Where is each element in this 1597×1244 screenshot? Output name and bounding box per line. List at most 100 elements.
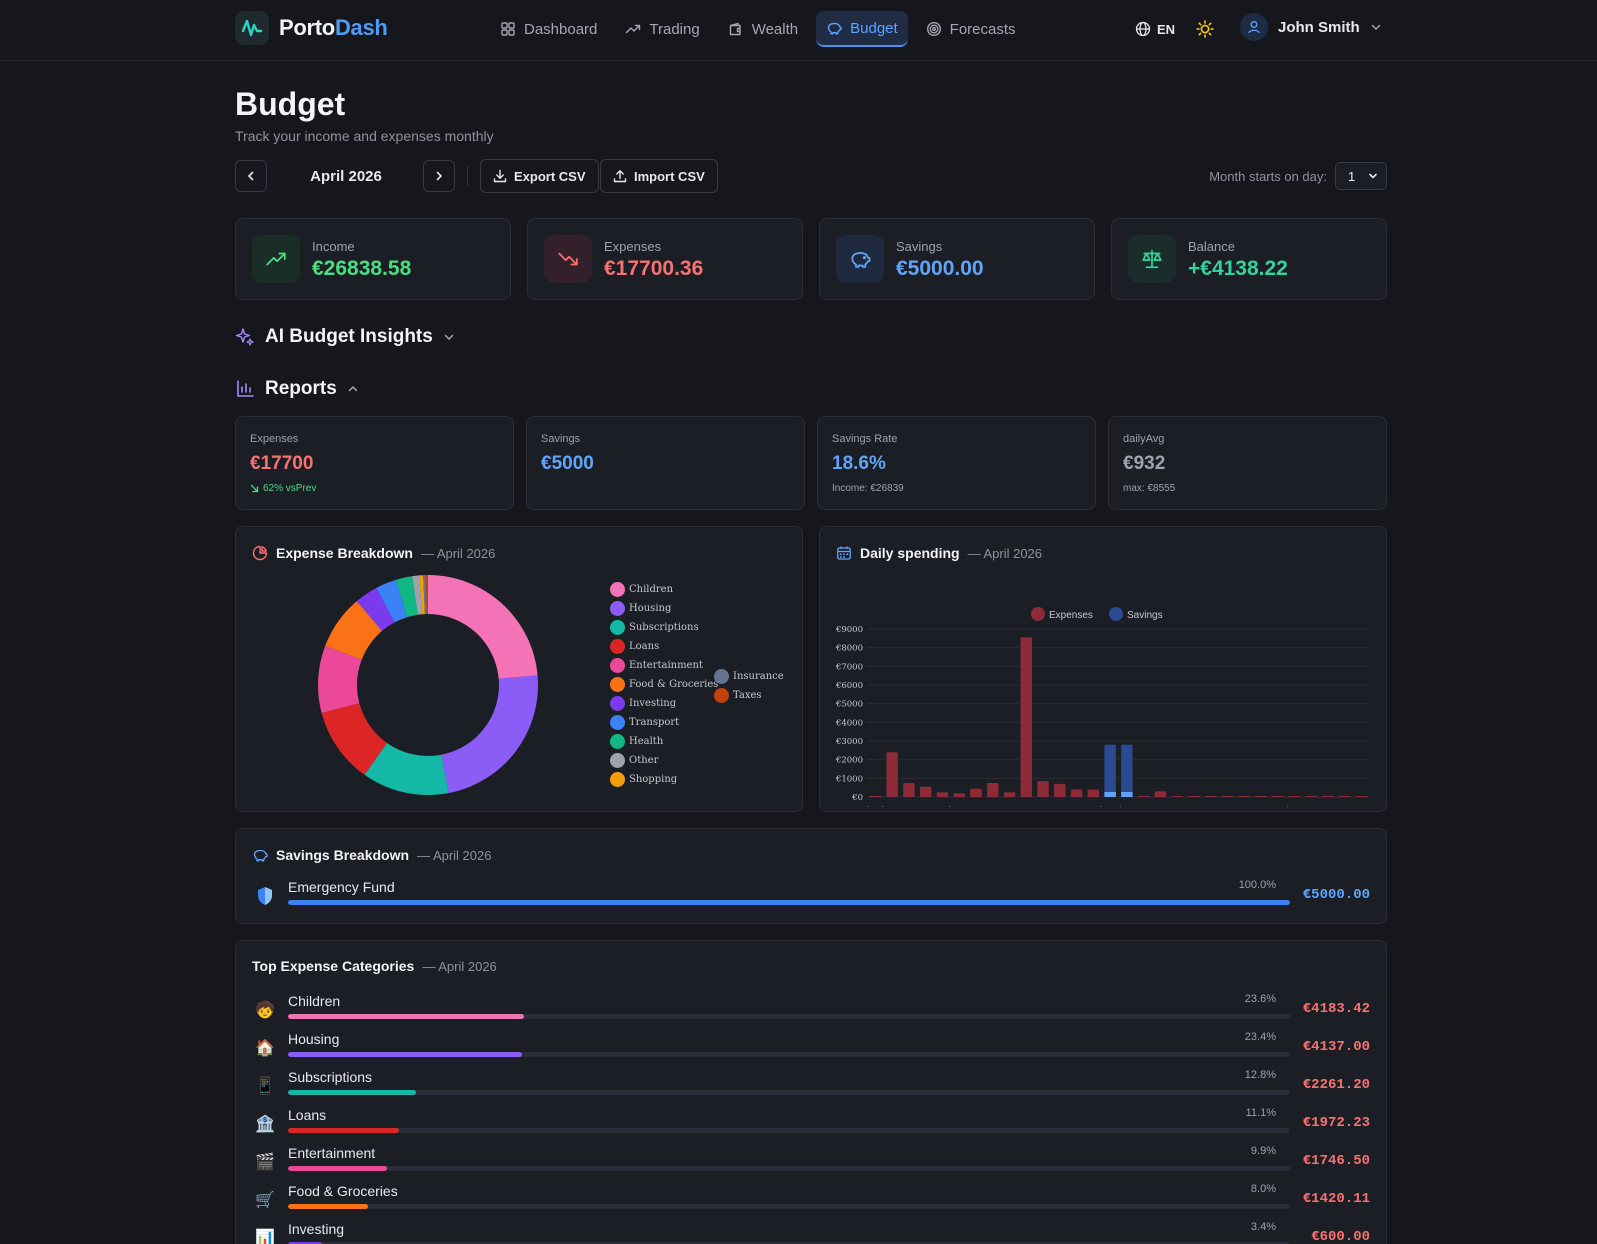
legend-item-entertainment[interactable]: Entertainment <box>610 658 703 673</box>
legend-item-health[interactable]: Health <box>610 734 663 749</box>
nav-dashboard[interactable]: Dashboard <box>490 11 607 47</box>
donut-slice-insurance[interactable] <box>423 575 427 615</box>
donut-slice-health[interactable] <box>395 576 418 618</box>
expense-bar[interactable] <box>970 788 982 797</box>
daily-spending-bar-chart: €0 €1000 €2000 €3000 €4000 €5000 €6000 €7000 €80… <box>835 607 1370 807</box>
expense-bar[interactable] <box>1221 796 1234 797</box>
expense-bar[interactable] <box>1037 781 1049 797</box>
category-amount: €4137.00 <box>1302 1039 1370 1055</box>
donut-slice-transport[interactable] <box>376 579 408 623</box>
bar-legend-savings[interactable]: Savings <box>1109 607 1163 621</box>
legend-swatch <box>714 688 729 703</box>
expense-bar[interactable] <box>1355 796 1368 797</box>
ai-insights-title: AI Budget Insights <box>265 326 433 347</box>
expense-bar[interactable] <box>1054 783 1066 797</box>
expense-bar[interactable] <box>919 786 932 797</box>
donut-slice-subscriptions[interactable] <box>364 742 449 795</box>
nav-forecasts[interactable]: Forecasts <box>916 11 1026 47</box>
expense-bar[interactable] <box>1288 796 1301 797</box>
bar-legend-expenses[interactable]: Expenses <box>1031 607 1093 621</box>
expense-bar[interactable] <box>987 783 999 797</box>
nav-label: Budget <box>850 19 898 37</box>
ai-insights-toggle[interactable]: AI Budget Insights <box>235 326 455 348</box>
expense-bar[interactable] <box>953 793 965 797</box>
legend-item-loans[interactable]: Loans <box>610 639 659 654</box>
category-icon: 🛒 <box>254 1189 276 1211</box>
donut-slice-taxes[interactable] <box>425 575 428 615</box>
import-csv-button[interactable]: Import CSV <box>600 159 718 193</box>
expense-bar[interactable] <box>1238 796 1250 797</box>
expense-bar[interactable] <box>1305 796 1318 797</box>
y-tick-label: €7000 <box>835 662 863 672</box>
expense-category-row[interactable]: 🧒 Children 23.6% €4183.42 <box>252 993 1370 1027</box>
legend-item-transport[interactable]: Transport <box>610 715 679 730</box>
nav-budget[interactable]: Budget <box>816 11 908 47</box>
legend-item-subscriptions[interactable]: Subscriptions <box>610 620 699 635</box>
export-csv-button[interactable]: Export CSV <box>480 159 599 193</box>
expense-bar[interactable] <box>903 783 915 797</box>
legend-swatch <box>610 772 625 787</box>
expense-bar[interactable] <box>936 792 949 797</box>
expense-bar[interactable] <box>1188 796 1200 797</box>
savings-row[interactable]: Emergency Fund 100.0% €5000.00 <box>252 879 1370 913</box>
legend-item-taxes[interactable]: Taxes <box>714 688 762 703</box>
logo[interactable]: PortoDash <box>235 11 388 45</box>
nav-wealth[interactable]: Wealth <box>718 11 808 47</box>
language-selector[interactable]: EN <box>1135 11 1175 47</box>
expense-bar[interactable] <box>886 752 898 797</box>
chevron-down-icon <box>1369 173 1377 179</box>
nav-trading[interactable]: Trading <box>615 11 709 47</box>
expense-category-row[interactable]: 📱 Subscriptions 12.8% €2261.20 <box>252 1069 1370 1103</box>
donut-slice-children[interactable] <box>428 575 538 679</box>
expense-bar[interactable] <box>869 796 882 797</box>
prev-month-button[interactable] <box>235 160 267 192</box>
expense-bar[interactable] <box>1137 796 1150 797</box>
donut-slice-food-groceries[interactable] <box>325 601 383 660</box>
report-label: Savings <box>541 433 581 445</box>
donut-slice-housing[interactable] <box>441 675 538 794</box>
legend-item-insurance[interactable]: Insurance <box>714 669 784 684</box>
legend-label: Entertainment <box>629 660 703 671</box>
legend-item-food-groceries[interactable]: Food & Groceries <box>610 677 718 692</box>
expense-bar[interactable] <box>1070 789 1083 797</box>
expense-category-row[interactable]: 📊 Investing 3.4% €600.00 <box>252 1221 1370 1244</box>
expense-bar[interactable] <box>1272 796 1284 797</box>
expense-bar[interactable] <box>1003 792 1016 797</box>
expense-bar[interactable] <box>1154 791 1167 797</box>
expense-bar[interactable] <box>1255 796 1267 797</box>
next-month-button[interactable] <box>423 160 455 192</box>
expense-bar[interactable] <box>1087 789 1100 797</box>
donut-slice-shopping[interactable] <box>419 575 425 615</box>
language-label: EN <box>1157 21 1176 37</box>
expense-bar[interactable] <box>1020 637 1032 797</box>
expense-bar[interactable] <box>1171 796 1183 797</box>
savings-breakdown-period: — April 2026 <box>417 847 492 863</box>
theme-toggle-sun-icon[interactable] <box>1196 20 1214 38</box>
category-amount: €1746.50 <box>1302 1153 1370 1169</box>
donut-slice-other[interactable] <box>412 575 423 615</box>
reports-toggle[interactable]: Reports <box>235 378 359 400</box>
donut-slice-entertainment[interactable] <box>318 645 362 714</box>
legend-item-children[interactable]: Children <box>610 582 673 597</box>
expense-category-row[interactable]: 🛒 Food & Groceries 8.0% €1420.11 <box>252 1183 1370 1217</box>
category-percent: 23.6% <box>1244 993 1276 1005</box>
month-start-select[interactable]: 1 <box>1335 162 1387 190</box>
legend-item-shopping[interactable]: Shopping <box>610 772 677 787</box>
legend-item-other[interactable]: Other <box>610 753 658 768</box>
summary-label: Balance <box>1188 239 1235 254</box>
expense-bar[interactable] <box>1339 796 1351 797</box>
donut-slice-loans[interactable] <box>321 703 387 775</box>
expense-category-row[interactable]: 🏦 Loans 11.1% €1972.23 <box>252 1107 1370 1141</box>
donut-slice-investing[interactable] <box>356 587 395 631</box>
legend-item-housing[interactable]: Housing <box>610 601 671 616</box>
expense-bar[interactable] <box>1322 796 1334 797</box>
savings-bar[interactable] <box>1121 744 1133 797</box>
export-csv-label: Export CSV <box>514 168 586 184</box>
legend-swatch <box>610 620 625 635</box>
expense-bar[interactable] <box>1205 796 1217 797</box>
user-menu[interactable]: John Smith <box>1240 13 1382 41</box>
legend-item-investing[interactable]: Investing <box>610 696 676 711</box>
expense-category-row[interactable]: 🏠 Housing 23.4% €4137.00 <box>252 1031 1370 1065</box>
savings-bar[interactable] <box>1104 744 1116 797</box>
expense-category-row[interactable]: 🎬 Entertainment 9.9% €1746.50 <box>252 1145 1370 1179</box>
